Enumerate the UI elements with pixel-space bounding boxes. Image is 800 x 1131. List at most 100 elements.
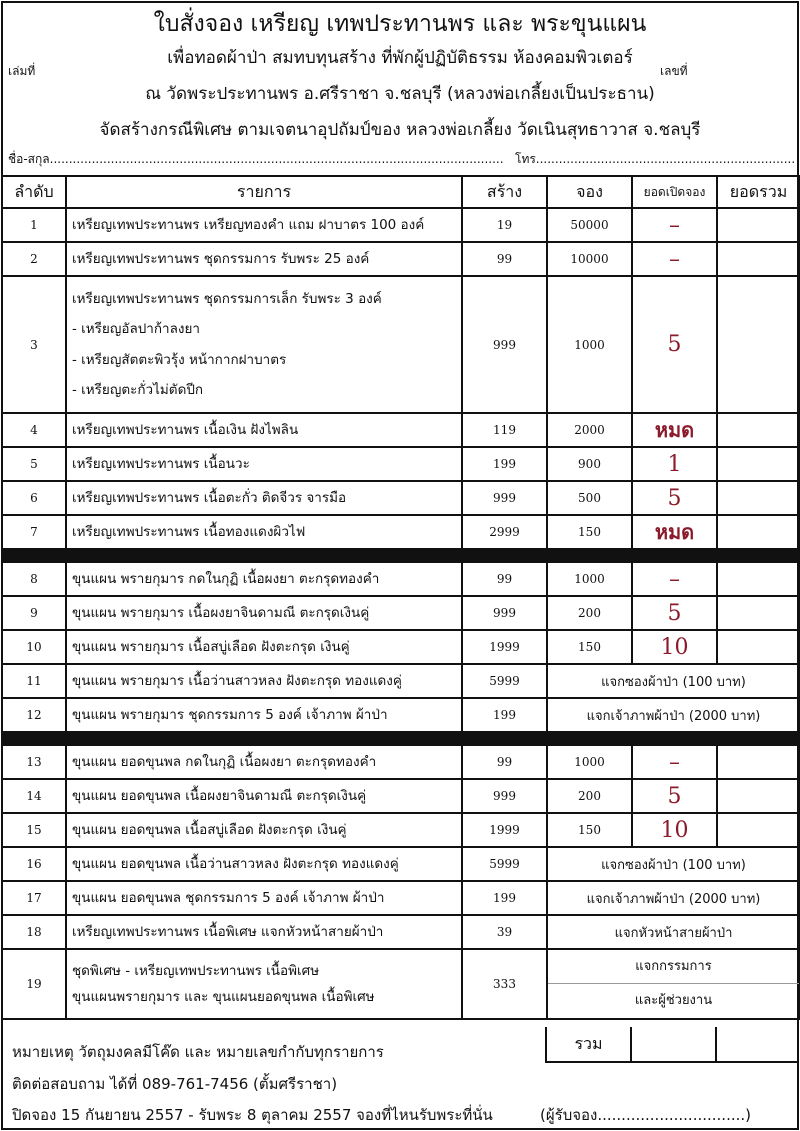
total-cell[interactable] <box>716 744 800 780</box>
item-description: ขุนแผน ยอดขุนพล เนื้อผงยาจินดามณี ตะกรุด… <box>65 778 463 814</box>
item-line: ขุนแผน พรายกุมาร กดในกุฏิ เนื้อผงยา ตะกร… <box>72 570 380 587</box>
build-count: 19 <box>461 207 548 243</box>
item-line: - เหรียญตะกั่วไม่ตัดปีก <box>72 381 204 398</box>
item-description: เหรียญเทพประทานพร ชุดกรรมการเล็ก รับพระ … <box>65 275 463 414</box>
reserve-count: 150 <box>546 514 633 550</box>
build-count: 199 <box>461 880 548 916</box>
item-description: เหรียญเทพประทานพร เนื้อพิเศษ แจกหัวหน้าส… <box>65 914 463 950</box>
distribution-note: แจกเจ้าภาพผ้าป่า (2000 บาท) <box>546 697 800 733</box>
total-cell[interactable] <box>716 514 800 550</box>
table-row: 4 เหรียญเทพประทานพร เนื้อเงิน ฝังไพลิน 119… <box>1 412 800 448</box>
build-count: 39 <box>461 914 548 950</box>
total-cell[interactable] <box>716 241 800 277</box>
total-cell[interactable] <box>716 412 800 448</box>
item-description: ขุนแผน พรายกุมาร เนื้อว่านสาวหลง ฝังตะกร… <box>65 663 463 699</box>
item-line: ขุนแผน พรายกุมาร เนื้อสบู่เลือด ฝังตะกรุ… <box>72 638 350 655</box>
item-description: ชุดพิเศษ - เหรียญเทพประทานพร เนื้อพิเศษข… <box>65 948 463 1020</box>
table-row: 7 เหรียญเทพประทานพร เนื้อทองแดงผิวไฟ 2999 1… <box>1 514 800 550</box>
build-count: 5999 <box>461 663 548 699</box>
total-cell[interactable] <box>716 812 800 848</box>
open-reserve-status: หมด <box>631 412 718 448</box>
header-line-2: เพื่อทอดผ้าป่า สมทบทุนสร้าง ที่พักผู้ปฏิ… <box>167 48 633 68</box>
row-number: 11 <box>1 663 67 699</box>
distribution-note: แจกกรรมการ และผู้ช่วยงาน <box>546 948 800 1020</box>
reserve-count: 1000 <box>546 275 633 414</box>
reserve-count: 500 <box>546 480 633 516</box>
row-number: 18 <box>1 914 67 950</box>
total-cell[interactable] <box>716 207 800 243</box>
reserve-count: 200 <box>546 778 633 814</box>
reserve-count: 150 <box>546 629 633 665</box>
open-reserve-status: – <box>631 744 718 780</box>
form-title: ใบสั่งจอง เหรียญ เทพประทานพร และ พระขุนแ… <box>153 11 647 37</box>
item-description: ขุนแผน ยอดขุนพล ชุดกรรมการ 5 องค์ เจ้าภา… <box>65 880 463 916</box>
name-field[interactable]: ชื่อ-สกุล...............................… <box>8 152 504 166</box>
item-line: - เหรียญอัลปาก้าลงยา <box>72 321 200 338</box>
total-cell[interactable] <box>716 778 800 814</box>
total-cell[interactable] <box>716 480 800 516</box>
row-number: 4 <box>1 412 67 448</box>
row-number: 14 <box>1 778 67 814</box>
total-cell[interactable] <box>716 595 800 631</box>
distribution-note: แจกซองผ้าป่า (100 บาท) <box>546 846 800 882</box>
row-number: 10 <box>1 629 67 665</box>
order-table: ลำดับ รายการ สร้าง จอง ยอดเปิดจอง ยอดรวม 1 เหร… <box>1 175 800 1020</box>
note-line: แจกหัวหน้าสายผ้าป่า <box>614 925 733 941</box>
table-row: 10 ขุนแผน พรายกุมาร เนื้อสบู่เลือด ฝังตะก… <box>1 629 800 665</box>
receiver-field[interactable]: (ผู้รับจอง..............................… <box>540 1106 752 1124</box>
reserve-count: 1000 <box>546 744 633 780</box>
section-divider <box>1 548 800 563</box>
total-sum-cell[interactable] <box>715 1027 799 1063</box>
row-number: 19 <box>1 948 67 1020</box>
item-description: เหรียญเทพประทานพร เนื้อทองแดงผิวไฟ <box>65 514 463 550</box>
distribution-note: แจกหัวหน้าสายผ้าป่า <box>546 914 800 950</box>
row-number: 6 <box>1 480 67 516</box>
item-line: เหรียญเทพประทานพร เนื้อนวะ <box>72 455 250 472</box>
number-label: เลขที่ <box>660 64 688 78</box>
item-line: เหรียญเทพประทานพร เนื้อตะกั่ว ติดจีวร จา… <box>72 489 347 506</box>
item-description: ขุนแผน พรายกุมาร กดในกุฏิ เนื้อผงยา ตะกร… <box>65 561 463 597</box>
table-row: 2 เหรียญเทพประทานพร ชุดกรรมการ รับพระ 25 … <box>1 241 800 277</box>
row-number: 7 <box>1 514 67 550</box>
item-line: ขุนแผน ยอดขุนพล เนื้อสบู่เลือด ฝังตะกรุด… <box>72 821 347 838</box>
table-row: 3 เหรียญเทพประทานพร ชุดกรรมการเล็ก รับพระ… <box>1 275 800 414</box>
divider-bar <box>1 548 800 563</box>
row-number: 8 <box>1 561 67 597</box>
row-number: 9 <box>1 595 67 631</box>
table-row: 13 ขุนแผน ยอดขุนพล กดในกุฏิ เนื้อผงยา ตะก… <box>1 744 800 780</box>
reserve-count: 50000 <box>546 207 633 243</box>
open-reserve-status: – <box>631 241 718 277</box>
item-description: ขุนแผน ยอดขุนพล เนื้อว่านสาวหลง ฝังตะกรุ… <box>65 846 463 882</box>
item-description: ขุนแผน ยอดขุนพล เนื้อสบู่เลือด ฝังตะกรุด… <box>65 812 463 848</box>
item-description: ขุนแผน พรายกุมาร เนื้อสบู่เลือด ฝังตะกรุ… <box>65 629 463 665</box>
total-cell[interactable] <box>716 561 800 597</box>
note-line: และผู้ช่วยงาน <box>634 993 713 1008</box>
item-description: เหรียญเทพประทานพร เนื้อเงิน ฝังไพลิน <box>65 412 463 448</box>
total-cell[interactable] <box>716 629 800 665</box>
row-number: 3 <box>1 275 67 414</box>
note-line: แจกเจ้าภาพผ้าป่า (2000 บาท) <box>586 708 761 724</box>
row-number: 1 <box>1 207 67 243</box>
build-count: 99 <box>461 744 548 780</box>
build-count: 999 <box>461 595 548 631</box>
header-line-3: ณ วัดพระประทานพร อ.ศรีราชา จ.ชลบุรี (หลว… <box>145 84 655 104</box>
table-row: 14 ขุนแผน ยอดขุนพล เนื้อผงยาจินดามณี ตะกร… <box>1 778 800 814</box>
total-open-cell[interactable] <box>630 1027 717 1063</box>
total-cell[interactable] <box>716 446 800 482</box>
build-count: 99 <box>461 561 548 597</box>
total-cell[interactable] <box>716 275 800 414</box>
divider-bar <box>1 731 800 746</box>
open-reserve-status: 10 <box>631 629 718 665</box>
build-count: 119 <box>461 412 548 448</box>
reserve-count: 2000 <box>546 412 633 448</box>
note-line: แจกซองผ้าป่า (100 บาท) <box>601 674 746 690</box>
phone-field[interactable]: โทร.....................................… <box>515 152 795 166</box>
item-description: เหรียญเทพประทานพร เนื้อนวะ <box>65 446 463 482</box>
item-description: เหรียญเทพประทานพร เหรียญทองคำ แถม ฝาบาตร… <box>65 207 463 243</box>
item-line: ขุนแผนพรายกุมาร และ ขุนแผนยอดขุนพล เนื้อ… <box>72 989 375 1005</box>
dates-text: ปิดจอง 15 กันยายน 2557 - รับพระ 8 ตุลาคม… <box>12 1106 493 1124</box>
col-build-header: สร้าง <box>461 175 548 209</box>
item-line: เหรียญเทพประทานพร ชุดกรรมการเล็ก รับพระ … <box>72 291 382 308</box>
build-count: 333 <box>461 948 548 1020</box>
open-reserve-status: – <box>631 561 718 597</box>
